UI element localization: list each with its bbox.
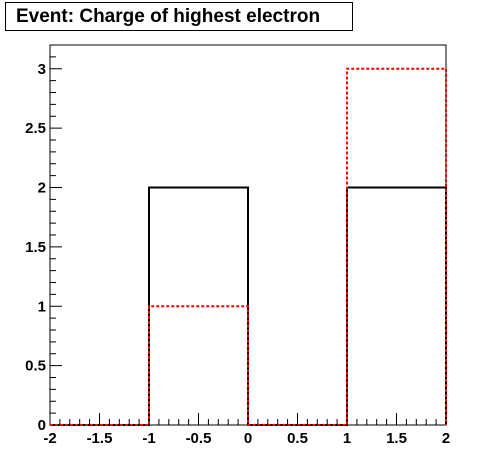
y-tick-label: 3 [38,61,46,78]
x-tick-label: 1.5 [386,430,407,447]
chart-title: Event: Charge of highest electron [5,2,353,31]
histogram-series-1-line [50,67,447,426]
x-tick-label: 0 [244,430,252,447]
y-tick-label: 1.5 [25,239,46,256]
y-tick-label: 0 [38,417,46,434]
y-tick-label: 2.5 [25,120,46,137]
x-tick-label: 0.5 [287,430,308,447]
y-tick-label: 0.5 [25,358,46,375]
x-tick-label: -2 [43,430,56,447]
x-axis-ticks: -2 -1.5 -1 -0.5 0 0.5 1 1.5 2 [43,413,450,447]
y-tick-label: 1 [38,298,46,315]
x-tick-label: -1.5 [87,430,113,447]
x-tick-label: 1 [343,430,351,447]
x-tick-label: -1 [142,430,155,447]
x-tick-label: 2 [442,430,450,447]
x-tick-label: -0.5 [186,430,212,447]
y-axis-ticks: 0 0.5 1 1.5 2 2.5 3 [25,44,62,434]
y-tick-label: 2 [38,180,46,197]
histogram-series [50,67,447,426]
